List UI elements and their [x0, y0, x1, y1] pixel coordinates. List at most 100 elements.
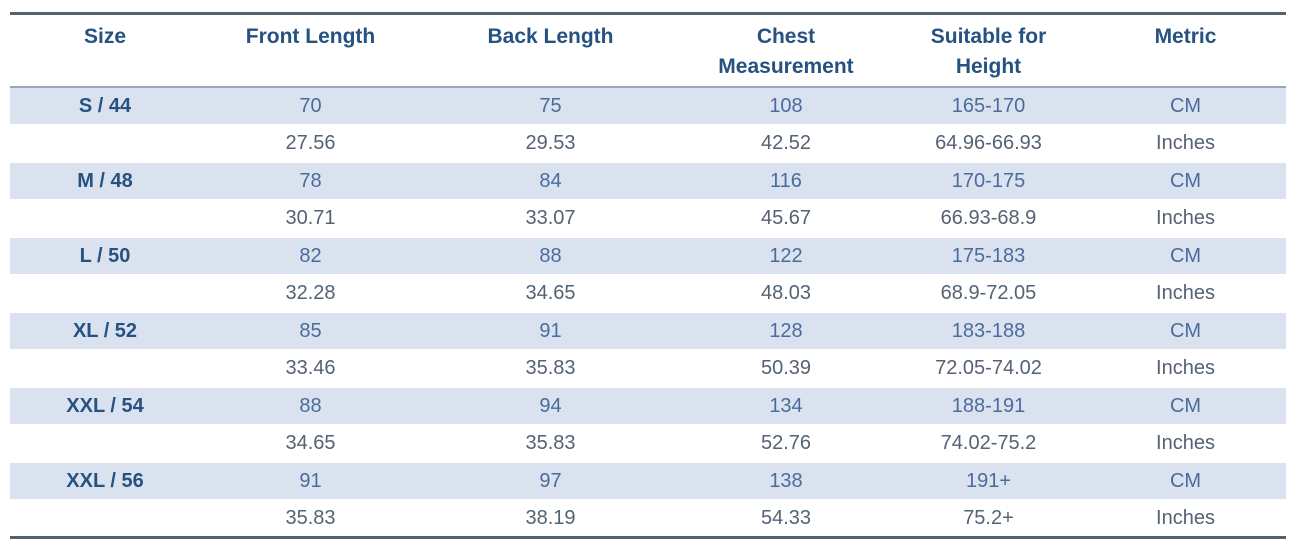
- back-length-cell: 97: [421, 461, 680, 500]
- header-label-line2: Measurement: [718, 55, 854, 78]
- size-cell: XXL / 56: [10, 461, 200, 500]
- chest-cell: 122: [680, 236, 892, 275]
- size-cell: [10, 349, 200, 387]
- front-length-cell: 85: [200, 311, 421, 350]
- front-length-cell: 30.71: [200, 199, 421, 237]
- back-length-cell: 94: [421, 386, 680, 425]
- size-cell: [10, 274, 200, 312]
- front-length-cell: 70: [200, 86, 421, 125]
- table-row-xxl54-inches: 34.65 35.83 52.76 74.02-75.2 Inches: [10, 424, 1286, 462]
- header-label: Size: [83, 25, 127, 48]
- table-row-s44-cm: S / 44 70 75 108 165-170 CM: [10, 86, 1286, 125]
- front-length-cell: 27.56: [200, 124, 421, 162]
- chest-cell: 54.33: [680, 499, 892, 538]
- metric-cell: CM: [1085, 161, 1286, 200]
- front-length-cell: 33.46: [200, 349, 421, 387]
- metric-cell: Inches: [1085, 274, 1286, 312]
- table-row-xl52-inches: 33.46 35.83 50.39 72.05-74.02 Inches: [10, 349, 1286, 387]
- table-row-s44-inches: 27.56 29.53 42.52 64.96-66.93 Inches: [10, 124, 1286, 162]
- height-cell: 165-170: [892, 86, 1085, 125]
- table-row-xxl56-cm: XXL / 56 91 97 138 191+ CM: [10, 461, 1286, 500]
- back-length-cell: 84: [421, 161, 680, 200]
- chest-cell: 48.03: [680, 274, 892, 312]
- chest-cell: 52.76: [680, 424, 892, 462]
- height-cell: 72.05-74.02: [892, 349, 1085, 387]
- back-length-cell: 91: [421, 311, 680, 350]
- header-label: Suitable for: [930, 25, 1047, 48]
- back-length-cell: 75: [421, 86, 680, 125]
- size-cell: L / 50: [10, 236, 200, 275]
- chest-cell: 138: [680, 461, 892, 500]
- metric-cell: Inches: [1085, 124, 1286, 162]
- height-cell: 75.2+: [892, 499, 1085, 538]
- front-length-cell: 82: [200, 236, 421, 275]
- height-cell: 188-191: [892, 386, 1085, 425]
- header-label: Front Length: [245, 25, 376, 48]
- column-header-metric: Metric: [1085, 13, 1286, 88]
- back-length-cell: 29.53: [421, 124, 680, 162]
- metric-cell: CM: [1085, 461, 1286, 500]
- height-cell: 64.96-66.93: [892, 124, 1085, 162]
- table-row-l50-inches: 32.28 34.65 48.03 68.9-72.05 Inches: [10, 274, 1286, 312]
- front-length-cell: 34.65: [200, 424, 421, 462]
- header-label: Back Length: [487, 25, 614, 48]
- table-body: S / 44 70 75 108 165-170 CM 27.56 29.53 …: [10, 86, 1286, 538]
- table-row-xl52-cm: XL / 52 85 91 128 183-188 CM: [10, 311, 1286, 350]
- height-cell: 191+: [892, 461, 1085, 500]
- column-header-suitable-height: Suitable for Height: [892, 13, 1085, 88]
- header-label: Chest: [756, 25, 816, 48]
- header-label: Metric: [1154, 25, 1217, 48]
- metric-cell: Inches: [1085, 349, 1286, 387]
- height-cell: 170-175: [892, 161, 1085, 200]
- table-row-m48-cm: M / 48 78 84 116 170-175 CM: [10, 161, 1286, 200]
- height-cell: 68.9-72.05: [892, 274, 1085, 312]
- front-length-cell: 35.83: [200, 499, 421, 538]
- height-cell: 175-183: [892, 236, 1085, 275]
- back-length-cell: 88: [421, 236, 680, 275]
- back-length-cell: 35.83: [421, 424, 680, 462]
- chest-cell: 128: [680, 311, 892, 350]
- table-row-xxl56-inches: 35.83 38.19 54.33 75.2+ Inches: [10, 499, 1286, 538]
- metric-cell: Inches: [1085, 424, 1286, 462]
- front-length-cell: 88: [200, 386, 421, 425]
- column-header-front-length: Front Length: [200, 13, 421, 88]
- column-header-size: Size: [10, 13, 200, 88]
- back-length-cell: 34.65: [421, 274, 680, 312]
- back-length-cell: 35.83: [421, 349, 680, 387]
- height-cell: 183-188: [892, 311, 1085, 350]
- back-length-cell: 38.19: [421, 499, 680, 538]
- front-length-cell: 91: [200, 461, 421, 500]
- size-chart-table: Size Front Length Back Length Chest Meas…: [10, 12, 1286, 539]
- size-cell: XXL / 54: [10, 386, 200, 425]
- table-row-l50-cm: L / 50 82 88 122 175-183 CM: [10, 236, 1286, 275]
- size-cell: [10, 199, 200, 237]
- chest-cell: 50.39: [680, 349, 892, 387]
- chest-cell: 116: [680, 161, 892, 200]
- metric-cell: CM: [1085, 236, 1286, 275]
- height-cell: 66.93-68.9: [892, 199, 1085, 237]
- column-header-back-length: Back Length: [421, 13, 680, 88]
- size-cell: M / 48: [10, 161, 200, 200]
- back-length-cell: 33.07: [421, 199, 680, 237]
- table-row-xxl54-cm: XXL / 54 88 94 134 188-191 CM: [10, 386, 1286, 425]
- table-row-m48-inches: 30.71 33.07 45.67 66.93-68.9 Inches: [10, 199, 1286, 237]
- header-row: Size Front Length Back Length Chest Meas…: [10, 13, 1286, 88]
- chest-cell: 108: [680, 86, 892, 125]
- metric-cell: CM: [1085, 386, 1286, 425]
- front-length-cell: 78: [200, 161, 421, 200]
- chest-cell: 42.52: [680, 124, 892, 162]
- front-length-cell: 32.28: [200, 274, 421, 312]
- size-cell: S / 44: [10, 86, 200, 125]
- chest-cell: 45.67: [680, 199, 892, 237]
- metric-cell: CM: [1085, 311, 1286, 350]
- size-cell: [10, 499, 200, 538]
- column-header-chest-measurement: Chest Measurement: [680, 13, 892, 88]
- chest-cell: 134: [680, 386, 892, 425]
- metric-cell: Inches: [1085, 499, 1286, 538]
- metric-cell: CM: [1085, 86, 1286, 125]
- height-cell: 74.02-75.2: [892, 424, 1085, 462]
- size-cell: XL / 52: [10, 311, 200, 350]
- size-cell: [10, 124, 200, 162]
- metric-cell: Inches: [1085, 199, 1286, 237]
